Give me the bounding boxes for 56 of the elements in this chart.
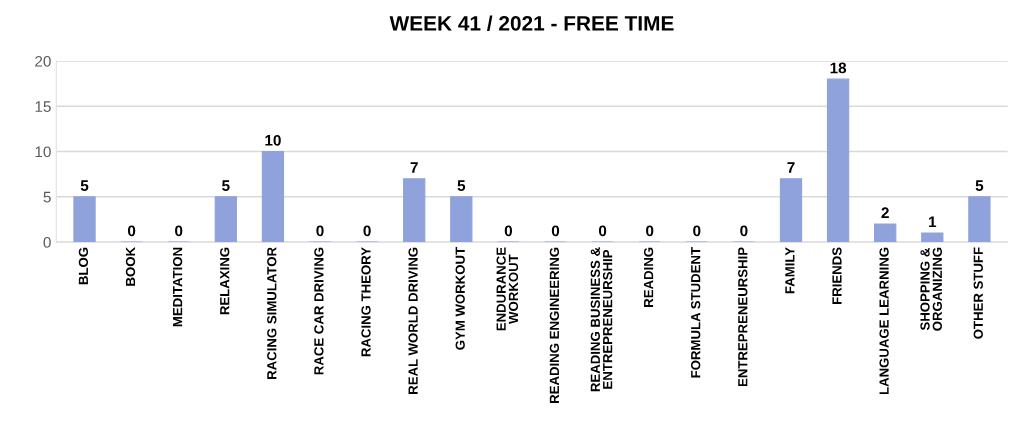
- data-label: 5: [80, 180, 89, 192]
- bar: [874, 223, 897, 243]
- data-label: 0: [551, 225, 560, 237]
- data-label: 7: [787, 162, 795, 173]
- x-tick-label: GYM WORKOUT: [455, 247, 465, 350]
- data-label: 0: [740, 225, 748, 237]
- x-tick-label: RELAXING: [220, 247, 230, 315]
- y-tick-label: 15: [35, 101, 51, 112]
- x-tick-label: FORMULA STUDENT: [691, 247, 701, 378]
- data-label: 0: [316, 225, 324, 237]
- data-label: 0: [598, 225, 607, 237]
- y-tick-label: 0: [43, 236, 51, 248]
- bar: [261, 151, 285, 243]
- bar: [921, 232, 944, 243]
- data-label: 18: [830, 62, 847, 74]
- x-tick-label: RACING SIMULATOR: [267, 247, 277, 379]
- x-tick-label: READING: [643, 247, 654, 307]
- y-tick-label: 5: [43, 191, 51, 203]
- data-label: 5: [457, 180, 466, 192]
- y-tick-label: 20: [35, 55, 51, 67]
- data-label: 1: [929, 216, 937, 228]
- x-tick-label: FRIENDS: [832, 247, 842, 304]
- data-label: 5: [222, 180, 230, 192]
- data-label: 5: [975, 180, 984, 192]
- bar: [73, 196, 96, 243]
- x-tick-label: ENTREPRENEURSHIP: [738, 247, 748, 387]
- data-label: 0: [504, 225, 513, 237]
- x-tick-label: RACING THEORY: [361, 247, 371, 357]
- data-label: 0: [646, 225, 654, 237]
- data-label: 7: [410, 162, 418, 173]
- x-tick-label: RACE CAR DRIVING: [314, 247, 324, 375]
- x-tick-label: BLOG: [78, 247, 89, 285]
- data-label: 0: [693, 225, 701, 237]
- x-tick-label: READING ENGINEERING: [549, 247, 560, 403]
- y-tick-label: 10: [35, 146, 51, 158]
- bar: [968, 196, 991, 243]
- bar: [403, 178, 426, 243]
- x-tick-label: FAMILY: [785, 247, 795, 294]
- data-label: 0: [175, 225, 183, 237]
- x-tick-label: REAL WORLD DRIVING: [408, 247, 418, 394]
- bar: [450, 196, 473, 243]
- x-tick-label: BOOK: [125, 247, 136, 286]
- data-label: 0: [363, 225, 371, 237]
- x-tick-label: SHOPPING & ORGANIZING: [920, 247, 942, 331]
- x-tick-label: READING BUSINESS & ENTREPRENEURSHIP: [590, 247, 613, 392]
- data-label: 2: [881, 207, 889, 219]
- bar: [826, 78, 850, 243]
- chart-title: WEEK 41 / 2021 - FREE TIME: [389, 15, 674, 31]
- data-label: 0: [127, 225, 136, 237]
- x-tick-label: MEDITATION: [172, 247, 183, 327]
- x-tick-label: ENDURANCE WORKOUT: [496, 247, 519, 331]
- x-tick-label: LANGUAGE LEARNING: [879, 247, 889, 395]
- bar: [779, 178, 803, 243]
- x-tick-label: OTHER STUFF: [973, 247, 983, 339]
- data-label: 10: [265, 134, 281, 146]
- bar: [214, 196, 237, 243]
